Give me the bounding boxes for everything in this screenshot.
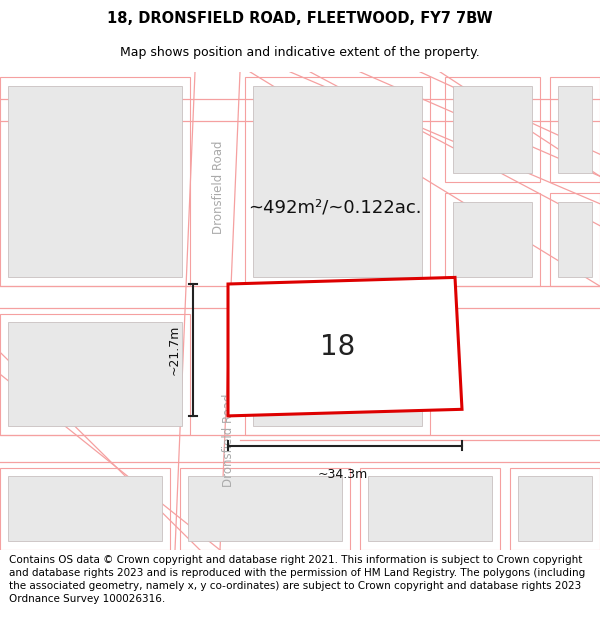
Bar <box>558 202 592 278</box>
Text: Dronsfield Road: Dronsfield Road <box>212 141 224 234</box>
Text: Contains OS data © Crown copyright and database right 2021. This information is : Contains OS data © Crown copyright and d… <box>9 554 585 604</box>
Bar <box>550 192 600 286</box>
Bar <box>368 476 492 541</box>
Bar <box>0 468 170 550</box>
Bar <box>188 476 342 541</box>
Bar <box>445 78 540 182</box>
Polygon shape <box>228 278 462 416</box>
Bar <box>253 86 422 278</box>
Bar <box>0 314 190 434</box>
Bar <box>550 78 600 182</box>
Bar <box>8 322 182 426</box>
Bar <box>245 78 430 286</box>
Text: ~34.3m: ~34.3m <box>318 468 368 481</box>
Bar <box>8 86 182 278</box>
Text: Dronsfield Road: Dronsfield Road <box>221 393 235 487</box>
Bar <box>0 78 190 286</box>
Text: 18: 18 <box>320 332 356 361</box>
Bar <box>253 322 422 426</box>
Bar <box>180 468 350 550</box>
Bar <box>360 468 500 550</box>
Bar <box>510 468 600 550</box>
Bar <box>558 86 592 173</box>
Text: 18, DRONSFIELD ROAD, FLEETWOOD, FY7 7BW: 18, DRONSFIELD ROAD, FLEETWOOD, FY7 7BW <box>107 11 493 26</box>
Bar <box>8 476 162 541</box>
Bar <box>518 476 592 541</box>
Text: ~21.7m: ~21.7m <box>167 325 181 375</box>
Bar <box>445 192 540 286</box>
Text: Map shows position and indicative extent of the property.: Map shows position and indicative extent… <box>120 46 480 59</box>
Bar <box>245 314 430 434</box>
Bar <box>453 86 532 173</box>
Bar <box>453 202 532 278</box>
Text: ~492m²/~0.122ac.: ~492m²/~0.122ac. <box>248 198 421 216</box>
